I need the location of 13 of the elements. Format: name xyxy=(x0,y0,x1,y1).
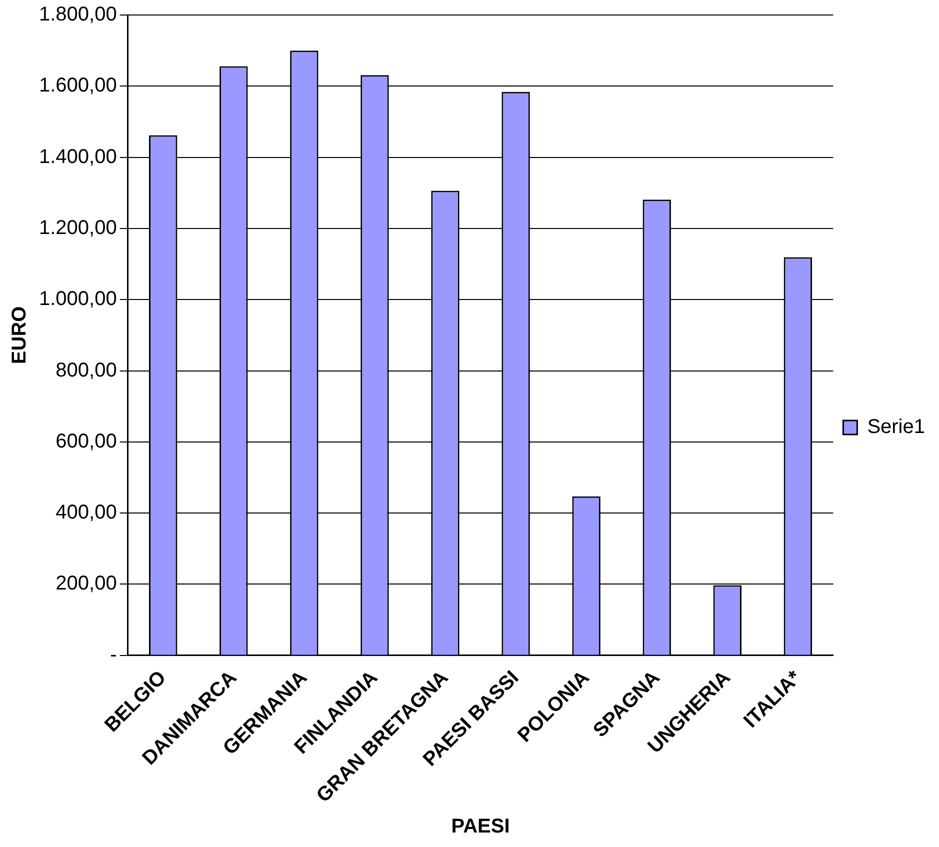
y-tick-label: 800,00 xyxy=(56,359,117,382)
y-tick-label: 1.000,00 xyxy=(38,288,117,310)
y-tick-label: 1.600,00 xyxy=(38,74,117,97)
y-axis-title: EURO xyxy=(8,306,31,364)
y-tick-label: 200,00 xyxy=(56,572,117,595)
legend-label: Serie1 xyxy=(867,416,925,438)
y-tick-label: 1.800,00 xyxy=(38,4,117,26)
y-tick-label: 400,00 xyxy=(56,502,117,524)
y-tick-label: 600,00 xyxy=(56,430,117,452)
y-tick-label: 1.400,00 xyxy=(38,146,117,168)
y-tick-label: 1.200,00 xyxy=(38,216,117,239)
y-tick-label: - xyxy=(110,644,117,666)
x-axis-title: PAESI xyxy=(451,816,510,838)
